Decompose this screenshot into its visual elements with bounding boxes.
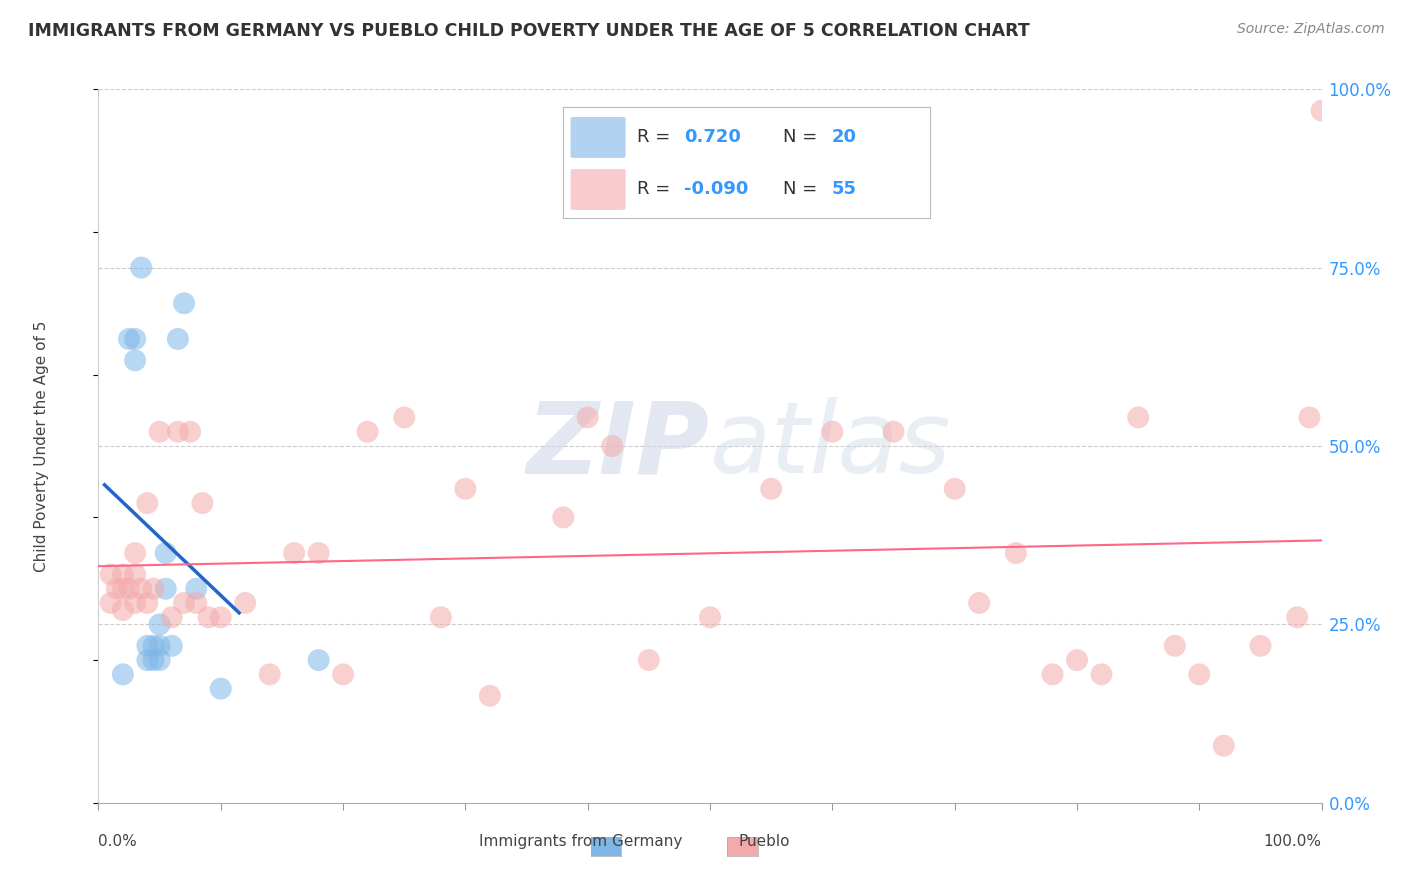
Point (149, 617, 172, 632)
Point (1188, 667, 1211, 681)
Text: Immigrants from Germany: Immigrants from Germany (478, 834, 682, 849)
Point (136, 653, 159, 667)
Point (111, 567, 134, 582)
Point (118, 332, 141, 346)
Text: N =: N = (783, 180, 824, 198)
Text: Source: ZipAtlas.com: Source: ZipAtlas.com (1237, 22, 1385, 37)
Point (105, 582, 128, 596)
FancyBboxPatch shape (571, 169, 626, 210)
Point (638, 653, 661, 667)
Point (142, 639, 165, 653)
Point (100, 596, 122, 610)
Text: R =: R = (637, 128, 676, 146)
Point (209, 610, 232, 624)
Point (167, 425, 190, 439)
Point (136, 639, 159, 653)
Point (186, 596, 208, 610)
Point (821, 425, 844, 439)
Point (1212, 739, 1234, 753)
Point (943, 482, 966, 496)
Point (1004, 546, 1026, 560)
Point (233, 596, 256, 610)
Point (1164, 639, 1187, 653)
Point (124, 353, 146, 368)
Point (197, 610, 219, 624)
Text: ZIP: ZIP (527, 398, 710, 494)
Point (1128, 410, 1150, 425)
Point (136, 596, 159, 610)
Text: N =: N = (783, 128, 824, 146)
Point (179, 425, 201, 439)
Point (1249, 639, 1271, 653)
Point (111, 603, 134, 617)
Text: 0.0%: 0.0% (98, 834, 138, 849)
Point (1286, 610, 1309, 624)
Point (600, 439, 623, 453)
Point (124, 332, 146, 346)
Text: Pueblo: Pueblo (738, 834, 790, 849)
Point (761, 482, 783, 496)
Text: 20: 20 (831, 128, 856, 146)
Point (155, 582, 177, 596)
Point (129, 582, 152, 596)
Point (883, 425, 905, 439)
Text: R =: R = (637, 180, 676, 198)
Point (186, 582, 208, 596)
Point (191, 496, 214, 510)
Point (967, 596, 990, 610)
Text: 55: 55 (831, 180, 856, 198)
Point (160, 610, 183, 624)
Text: 0.720: 0.720 (685, 128, 741, 146)
Point (308, 546, 330, 560)
Point (124, 546, 146, 560)
Point (173, 296, 195, 310)
Point (124, 596, 146, 610)
Point (1066, 653, 1088, 667)
Point (308, 653, 330, 667)
Point (149, 653, 172, 667)
Point (142, 653, 165, 667)
Point (478, 689, 501, 703)
Point (1298, 410, 1320, 425)
Point (129, 260, 152, 275)
Point (124, 567, 146, 582)
Point (283, 546, 305, 560)
Point (149, 639, 172, 653)
Point (209, 681, 232, 696)
Point (142, 582, 165, 596)
Point (155, 546, 177, 560)
Point (1310, 103, 1333, 118)
Point (699, 610, 721, 624)
Point (167, 332, 190, 346)
Point (136, 496, 159, 510)
Point (454, 482, 477, 496)
Point (356, 425, 378, 439)
Point (111, 667, 134, 681)
Point (1042, 667, 1064, 681)
Point (118, 582, 141, 596)
Point (553, 510, 575, 524)
Point (149, 425, 172, 439)
FancyBboxPatch shape (571, 117, 626, 158)
Point (111, 582, 134, 596)
Point (259, 667, 281, 681)
Point (160, 639, 183, 653)
Text: -0.090: -0.090 (685, 180, 749, 198)
Point (173, 596, 195, 610)
Point (332, 667, 354, 681)
Text: 100.0%: 100.0% (1264, 834, 1322, 849)
Text: IMMIGRANTS FROM GERMANY VS PUEBLO CHILD POVERTY UNDER THE AGE OF 5 CORRELATION C: IMMIGRANTS FROM GERMANY VS PUEBLO CHILD … (28, 22, 1029, 40)
Point (392, 410, 416, 425)
Point (430, 610, 453, 624)
Point (1090, 667, 1112, 681)
Text: atlas: atlas (710, 398, 952, 494)
Point (100, 567, 122, 582)
Point (576, 410, 599, 425)
Y-axis label: Child Poverty Under the Age of 5: Child Poverty Under the Age of 5 (35, 320, 49, 572)
